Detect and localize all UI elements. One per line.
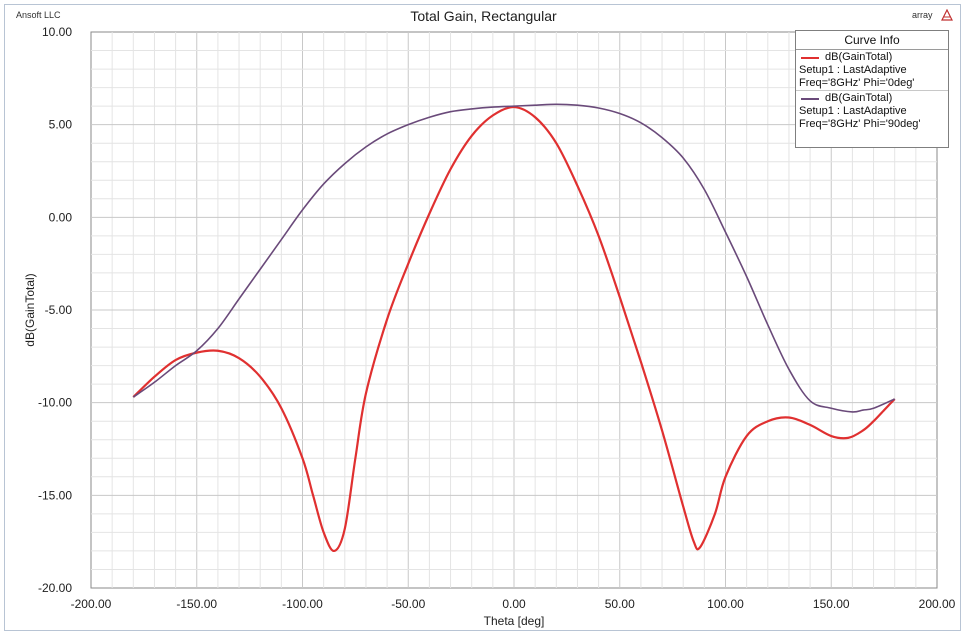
legend: Curve Info dB(GainTotal) Setup1 : LastAd… — [795, 30, 949, 148]
legend-entry-phi-90: dB(GainTotal) Setup1 : LastAdaptive Freq… — [796, 90, 948, 131]
x-tick-label: 100.00 — [707, 597, 744, 611]
brand-label: Ansoft LLC — [16, 10, 61, 20]
legend-swatch — [801, 56, 819, 59]
legend-setup: Setup1 : LastAdaptive — [799, 105, 907, 117]
y-tick-label: 10.00 — [42, 25, 72, 39]
x-axis-label: Theta [deg] — [484, 614, 545, 628]
y-tick-label: -20.00 — [38, 581, 72, 595]
x-tick-label: 150.00 — [813, 597, 850, 611]
x-tick-label: 0.00 — [502, 597, 526, 611]
legend-freq: Freq='8GHz' Phi='90deg' — [799, 118, 921, 130]
series-line-1 — [132, 103, 896, 413]
series-group — [132, 103, 896, 553]
legend-series-name: dB(GainTotal) — [825, 92, 893, 104]
x-tick-label: 50.00 — [605, 597, 635, 611]
grid — [91, 32, 937, 588]
legend-setup: Setup1 : LastAdaptive — [799, 64, 907, 76]
ansoft-logo-icon — [941, 9, 953, 21]
project-label: array — [912, 10, 933, 20]
y-tick-label: -5.00 — [45, 303, 73, 317]
x-tick-label: -100.00 — [282, 597, 323, 611]
x-tick-label: -150.00 — [176, 597, 217, 611]
y-tick-label: -10.00 — [38, 396, 72, 410]
series-line-0 — [132, 105, 896, 553]
y-tick-label: -15.00 — [38, 488, 72, 502]
y-axis-label: dB(GainTotal) — [23, 273, 37, 346]
legend-header: Curve Info — [796, 31, 948, 50]
y-tick-label: 0.00 — [49, 210, 73, 224]
x-tick-labels: -200.00 -150.00 -100.00 -50.00 0.00 50.00 100.… — [71, 597, 956, 611]
x-tick-label: -200.00 — [71, 597, 112, 611]
x-tick-label: -50.00 — [391, 597, 425, 611]
legend-swatch — [801, 97, 819, 100]
y-tick-labels: 10.00 5.00 0.00 -5.00 -10.00 -15.00 -20.00 — [38, 25, 72, 595]
legend-series-name: dB(GainTotal) — [825, 51, 893, 63]
y-tick-label: 5.00 — [49, 118, 73, 132]
legend-entry-phi-0: dB(GainTotal) Setup1 : LastAdaptive Freq… — [796, 50, 948, 90]
legend-freq: Freq='8GHz' Phi='0deg' — [799, 77, 915, 89]
x-tick-label: 200.00 — [919, 597, 956, 611]
chart-title: Total Gain, Rectangular — [410, 8, 557, 24]
